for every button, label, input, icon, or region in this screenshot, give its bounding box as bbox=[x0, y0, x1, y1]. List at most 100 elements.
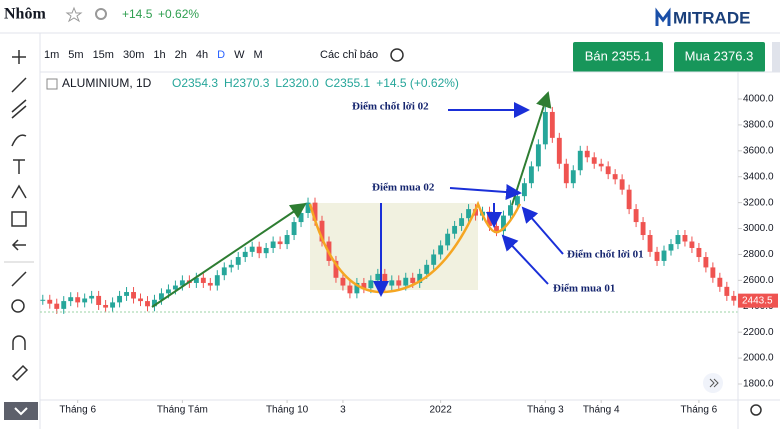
candle-body bbox=[417, 273, 423, 283]
y-tick-label: 1800.0 bbox=[743, 379, 774, 390]
logo-mark bbox=[655, 7, 671, 26]
candle-body bbox=[152, 299, 157, 307]
candle-body bbox=[717, 277, 723, 287]
candle-body bbox=[626, 189, 632, 210]
candle-body bbox=[410, 277, 416, 283]
interval-button[interactable]: D bbox=[217, 49, 225, 61]
star-icon[interactable] bbox=[65, 6, 83, 23]
candle-body bbox=[598, 163, 604, 167]
logo: MITRADE bbox=[673, 8, 750, 27]
candle-body bbox=[131, 292, 136, 299]
candle-body bbox=[612, 174, 618, 180]
candle-body bbox=[521, 183, 527, 197]
candle-body bbox=[549, 111, 555, 138]
last-price-label: 2443.5 bbox=[742, 295, 773, 306]
candle-body bbox=[452, 225, 458, 234]
candle-body bbox=[696, 247, 702, 258]
settings-icon[interactable] bbox=[95, 8, 107, 20]
x-tick-label: 3 bbox=[340, 405, 346, 416]
candle-body bbox=[291, 222, 297, 236]
candle-body bbox=[165, 289, 171, 294]
fib-tool[interactable] bbox=[11, 99, 27, 119]
y-tick-label: 3000.0 bbox=[743, 223, 774, 234]
ohlc-value: C2355.1 bbox=[325, 76, 371, 90]
candle-body bbox=[361, 282, 367, 289]
buy-button[interactable] bbox=[674, 42, 765, 72]
candle-body bbox=[459, 218, 465, 226]
interval-button[interactable]: 30m bbox=[123, 49, 144, 61]
candle-body bbox=[424, 264, 430, 274]
y-tick-label: 2200.0 bbox=[743, 327, 774, 338]
scroll-button[interactable] bbox=[703, 373, 723, 393]
candle-body bbox=[494, 225, 499, 232]
y-tick-label: 2000.0 bbox=[743, 353, 774, 364]
interval-button[interactable]: W bbox=[234, 49, 245, 61]
ruler-tool[interactable] bbox=[11, 271, 27, 287]
annotation: Điểm chốt lời 02 bbox=[352, 101, 429, 113]
instrument: ALUMINIUM, 1D bbox=[62, 76, 152, 90]
zoom-tool[interactable] bbox=[11, 299, 25, 313]
candle-body bbox=[591, 157, 597, 164]
trendline-tool[interactable] bbox=[11, 77, 27, 93]
chart-settings[interactable] bbox=[390, 48, 404, 62]
collapse-icon bbox=[14, 407, 28, 416]
magnet-tool[interactable] bbox=[12, 335, 26, 350]
candle-body bbox=[556, 137, 562, 164]
interval-button[interactable]: 5m bbox=[68, 49, 83, 61]
x-tick-label: Tháng 6 bbox=[681, 405, 718, 416]
candle-body bbox=[584, 150, 590, 158]
candle-body bbox=[542, 111, 548, 145]
ohlc-value: L2320.0 bbox=[275, 76, 319, 90]
candle-body bbox=[159, 293, 164, 300]
candle-body bbox=[724, 286, 730, 296]
candle-body bbox=[319, 220, 325, 242]
buy-label[interactable]: Mua 2376.3 bbox=[685, 48, 754, 63]
candle-body bbox=[54, 303, 60, 309]
x-tick-label: Tháng 6 bbox=[59, 405, 96, 416]
candle-body bbox=[305, 202, 311, 213]
measure-tool[interactable] bbox=[11, 211, 27, 227]
annotation: Điểm chốt lời 01 bbox=[567, 249, 644, 261]
sell-button[interactable] bbox=[573, 42, 663, 72]
x-tick-label: 2022 bbox=[430, 405, 453, 416]
candle-body bbox=[82, 298, 88, 303]
candle-body bbox=[200, 277, 206, 283]
crosshair-tool[interactable] bbox=[12, 50, 26, 64]
interval-button[interactable]: 1h bbox=[153, 49, 165, 61]
interval-button[interactable]: M bbox=[253, 49, 262, 61]
brush-tool[interactable] bbox=[11, 134, 27, 147]
chart-icon bbox=[46, 78, 58, 90]
back-tool[interactable] bbox=[11, 239, 26, 251]
candle-body bbox=[235, 257, 241, 265]
candle-body bbox=[312, 202, 318, 221]
candle-body bbox=[368, 280, 374, 289]
candle-body bbox=[403, 277, 409, 286]
sell-label[interactable]: Bán 2355.1 bbox=[585, 48, 652, 63]
candle-body bbox=[207, 282, 213, 286]
candle-body bbox=[661, 250, 667, 261]
y-tick-label: 3600.0 bbox=[743, 145, 774, 156]
candle-body bbox=[138, 298, 143, 302]
x-tick-label: Tháng 4 bbox=[583, 405, 620, 416]
text-tool[interactable] bbox=[13, 159, 25, 174]
indicators-button[interactable]: Các chỉ báo bbox=[320, 49, 378, 61]
candle-body bbox=[654, 251, 660, 261]
axis-settings[interactable] bbox=[750, 404, 762, 416]
trend-arrow bbox=[151, 202, 307, 308]
candle-body bbox=[535, 144, 541, 167]
interval-button[interactable]: 4h bbox=[196, 49, 208, 61]
candle-body bbox=[647, 235, 653, 252]
scroll-icon bbox=[709, 378, 719, 388]
change-pct: +0.62% bbox=[158, 7, 199, 21]
lock-tool[interactable] bbox=[11, 364, 29, 382]
change: +14.5 bbox=[122, 7, 153, 21]
candle-body bbox=[431, 254, 437, 265]
candle-body bbox=[61, 301, 67, 309]
interval-button[interactable]: 2h bbox=[175, 49, 187, 61]
pattern-tool[interactable] bbox=[11, 184, 27, 199]
interval-button[interactable]: 1m bbox=[44, 49, 59, 61]
candle-body bbox=[570, 170, 576, 184]
collapse-button[interactable] bbox=[4, 402, 38, 420]
interval-button[interactable]: 15m bbox=[93, 49, 114, 61]
y-tick-label: 3200.0 bbox=[743, 197, 774, 208]
